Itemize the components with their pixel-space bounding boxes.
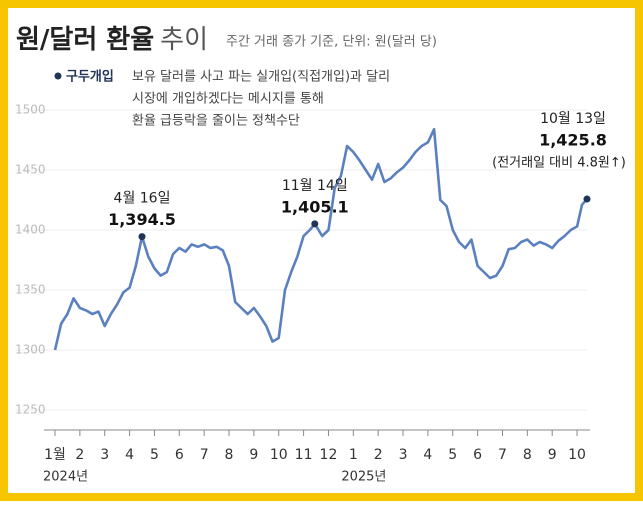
x-tick-label: 2 xyxy=(75,447,84,463)
annotation-date: 11월 14일 xyxy=(282,178,348,194)
x-tick-label: 6 xyxy=(473,447,482,463)
x-tick-label: 3 xyxy=(399,447,408,463)
year-label: 2024년 xyxy=(43,470,88,485)
annotation-value: 1,394.5 xyxy=(108,210,176,229)
annotation-marker xyxy=(583,195,591,203)
x-tick-label: 11 xyxy=(295,447,313,463)
x-tick-label: 1월 xyxy=(44,447,66,463)
x-tick-label: 5 xyxy=(150,447,159,463)
x-tick-label: 9 xyxy=(249,447,258,463)
x-tick-label: 4 xyxy=(125,447,134,463)
legend-description: 환율 급등락을 줄이는 정책수단 xyxy=(132,114,300,129)
y-tick-label: 1250 xyxy=(15,403,46,417)
annotation-value: 1,405.1 xyxy=(281,197,349,216)
x-tick-label: 8 xyxy=(523,447,532,463)
x-tick-label: 6 xyxy=(175,447,184,463)
title-suffix: 추이 xyxy=(160,25,208,55)
y-tick-label: 1400 xyxy=(15,223,46,237)
x-tick-label: 4 xyxy=(423,447,432,463)
x-tick-label: 12 xyxy=(320,447,338,463)
x-tick-label: 7 xyxy=(200,447,209,463)
y-tick-label: 1500 xyxy=(15,103,46,117)
y-tick-label: 1450 xyxy=(15,163,46,177)
chart-title: 원/달러 환율 추이 xyxy=(16,25,208,55)
annotation-marker xyxy=(138,233,146,241)
annotation-date: 10월 13일 xyxy=(540,111,606,127)
annotation-marker xyxy=(311,220,319,228)
legend-description: 보유 달러를 사고 파는 실개입(직접개입)과 달리 xyxy=(132,70,390,85)
annotation-note: (전거래일 대비 4.8원↑) xyxy=(492,156,626,171)
legend-description: 시장에 개입하겠다는 메시지를 통해 xyxy=(132,92,324,107)
x-tick-label: 9 xyxy=(548,447,557,463)
x-tick-label: 7 xyxy=(498,447,507,463)
legend-label: 구두개입 xyxy=(66,70,114,85)
subtitle: 주간 거래 종가 기준, 단위: 원(달러 당) xyxy=(226,35,437,50)
line-series xyxy=(53,127,588,351)
x-tick-label: 8 xyxy=(225,447,234,463)
y-tick-label: 1350 xyxy=(15,283,46,297)
annotation-value: 1,425.8 xyxy=(539,131,607,150)
x-tick-label: 2 xyxy=(374,447,383,463)
x-tick-label: 10 xyxy=(568,447,586,463)
x-tick-label: 3 xyxy=(100,447,109,463)
x-tick-label: 10 xyxy=(270,447,288,463)
legend-marker xyxy=(54,72,62,80)
title-main: 원/달러 환율 xyxy=(16,25,154,55)
y-tick-label: 1300 xyxy=(15,343,46,357)
annotation-date: 4월 16일 xyxy=(114,191,171,207)
x-tick-label: 1 xyxy=(349,447,358,463)
x-tick-label: 5 xyxy=(448,447,457,463)
year-label: 2025년 xyxy=(341,470,386,485)
